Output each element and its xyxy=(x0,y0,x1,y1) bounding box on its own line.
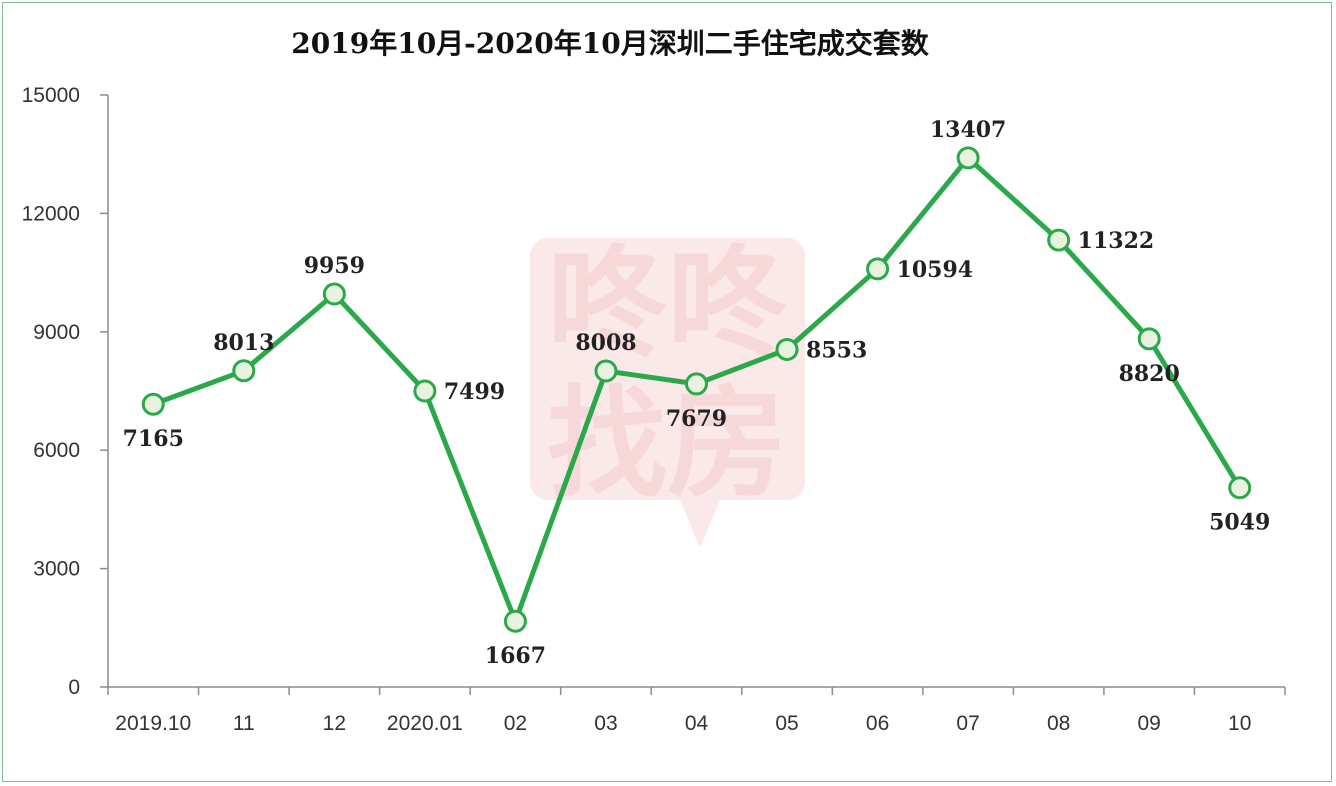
x-tick-label: 10 xyxy=(1228,712,1251,735)
data-label: 1667 xyxy=(485,643,546,669)
data-point-marker xyxy=(685,372,708,396)
data-label: 8553 xyxy=(806,337,867,363)
x-tick-label: 07 xyxy=(956,712,979,735)
x-tick-label: 09 xyxy=(1138,712,1161,735)
data-point-marker xyxy=(1137,327,1161,351)
x-tick-label: 2019.10 xyxy=(115,712,191,735)
data-point-marker xyxy=(594,359,618,383)
data-label: 13407 xyxy=(930,117,1007,143)
data-point-marker xyxy=(1228,476,1252,500)
x-tick-label: 03 xyxy=(594,712,617,735)
data-label: 7499 xyxy=(444,379,505,405)
x-tick-label: 12 xyxy=(323,712,346,735)
data-point-marker xyxy=(232,359,256,383)
data-label: 5049 xyxy=(1209,510,1270,536)
data-point-marker xyxy=(1047,228,1071,252)
y-tick-label: 6000 xyxy=(33,439,80,462)
y-tick-label: 0 xyxy=(68,676,80,699)
x-tick-label: 02 xyxy=(504,712,527,735)
data-label: 8013 xyxy=(213,330,274,356)
x-tick-label: 11 xyxy=(233,712,255,735)
data-point-marker xyxy=(322,282,346,306)
watermark-logo: 咚咚 找房 xyxy=(530,235,805,548)
data-label: 7165 xyxy=(123,426,184,452)
data-label: 9959 xyxy=(304,253,365,279)
chart-title: 2019年10月-2020年10月深圳二手住宅成交套数 xyxy=(291,27,929,60)
data-point-marker xyxy=(775,337,799,361)
data-label: 10594 xyxy=(897,257,974,283)
data-labels: 7165 8013 9959 7499 1667 8008 7679 8553 10594 134… xyxy=(123,117,1271,669)
axes: 0 3000 6000 9000 12000 15000 2019.10 11 12 2020.0… xyxy=(22,84,1286,735)
data-label: 11322 xyxy=(1078,228,1155,254)
data-label: 7679 xyxy=(666,406,727,432)
data-label: 8008 xyxy=(575,330,636,356)
data-label: 8820 xyxy=(1119,361,1180,387)
series-line xyxy=(141,146,1252,633)
x-tick-label: 2020.01 xyxy=(387,712,463,735)
y-tick-label: 3000 xyxy=(33,558,80,581)
watermark-text-bottom: 找房 xyxy=(547,375,787,514)
y-tick-label: 15000 xyxy=(22,84,80,107)
data-point-marker xyxy=(413,379,437,403)
data-point-marker xyxy=(141,392,165,416)
y-tick-label: 12000 xyxy=(22,202,80,225)
data-point-marker xyxy=(866,257,890,281)
data-point-marker xyxy=(503,609,527,633)
x-tick-label: 06 xyxy=(866,712,889,735)
watermark-text-top: 咚咚 xyxy=(547,235,788,374)
data-point-marker xyxy=(956,146,980,170)
x-tick-label: 08 xyxy=(1047,712,1070,735)
x-tick-label: 05 xyxy=(775,712,798,735)
y-tick-label: 9000 xyxy=(33,321,80,344)
x-tick-label: 04 xyxy=(685,712,709,735)
